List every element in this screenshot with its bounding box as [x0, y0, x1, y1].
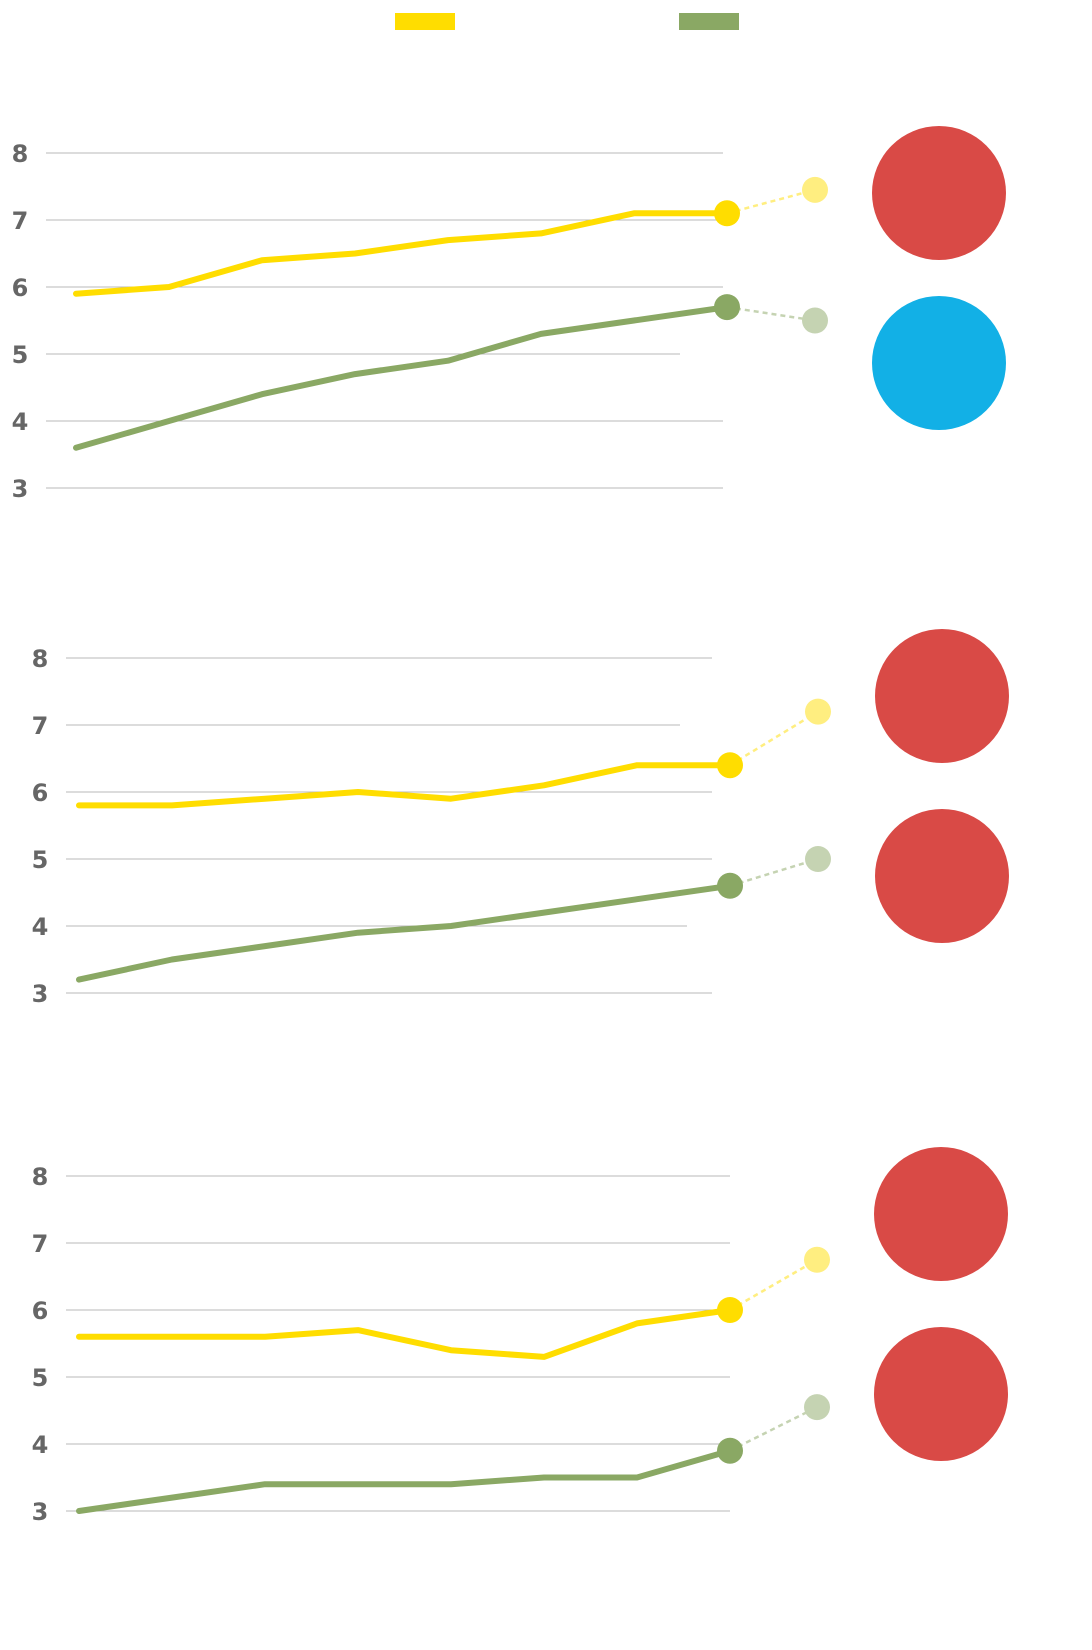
y-tick-label: 8 — [32, 1163, 49, 1191]
projection-line-green — [726, 305, 816, 322]
series-line-green — [76, 1447, 733, 1514]
projected-point-green — [804, 1394, 830, 1421]
y-tick-label: 3 — [32, 980, 49, 1008]
chart-panel-2: 3 4 5 6 7 8 — [32, 629, 1009, 1008]
projected-point-yellow — [805, 698, 831, 725]
y-tick-label: 5 — [32, 1364, 49, 1392]
series-line-yellow — [73, 210, 730, 297]
y-tick-label: 5 — [12, 341, 29, 369]
projection-line-yellow — [729, 710, 819, 767]
y-tick-label: 3 — [12, 475, 29, 503]
y-tick-label: 6 — [12, 274, 29, 302]
series-line-yellow — [76, 1307, 733, 1360]
end-point-green — [714, 294, 740, 321]
indicator-circle-red — [875, 629, 1009, 763]
y-tick-label: 6 — [32, 779, 49, 807]
y-tick-label: 4 — [32, 913, 49, 941]
series-line-green — [76, 882, 733, 983]
projection-line-yellow — [729, 1258, 818, 1312]
projection-line-green — [729, 857, 819, 887]
series-line-green — [73, 304, 730, 451]
legend-swatch-series-yellow — [395, 13, 455, 30]
indicator-circle-red — [874, 1147, 1008, 1281]
y-tick-label: 3 — [32, 1498, 49, 1526]
end-point-yellow — [717, 1297, 743, 1323]
series-line-yellow — [76, 762, 733, 809]
indicator-circle-red — [875, 809, 1009, 943]
chart-panel-1: 3 4 5 6 7 8 — [12, 126, 1006, 503]
end-point-green — [717, 1437, 743, 1464]
y-tick-label: 7 — [32, 1230, 49, 1258]
end-point-yellow — [714, 200, 740, 227]
y-tick-label: 6 — [32, 1297, 49, 1325]
end-point-green — [717, 872, 743, 899]
chart-panel-3: 3 4 5 6 7 8 — [32, 1147, 1008, 1526]
y-tick-label: 8 — [32, 645, 49, 673]
indicator-circle-blue — [872, 296, 1006, 430]
projected-point-green — [802, 307, 828, 334]
y-tick-label: 4 — [32, 1431, 49, 1459]
y-tick-label: 4 — [12, 408, 29, 436]
y-tick-label: 5 — [32, 846, 49, 874]
projection-line-green — [729, 1406, 818, 1452]
projected-point-green — [805, 846, 831, 872]
projected-point-yellow — [804, 1246, 830, 1273]
y-tick-label: 7 — [32, 712, 49, 740]
indicator-circle-red — [874, 1327, 1008, 1461]
projection-line-yellow — [726, 188, 816, 215]
y-tick-label: 8 — [12, 140, 29, 168]
y-tick-label: 7 — [12, 207, 29, 235]
indicator-circle-red — [872, 126, 1006, 260]
end-point-yellow — [717, 752, 743, 779]
legend-swatch-series-green — [679, 13, 739, 30]
projected-point-yellow — [802, 176, 828, 203]
